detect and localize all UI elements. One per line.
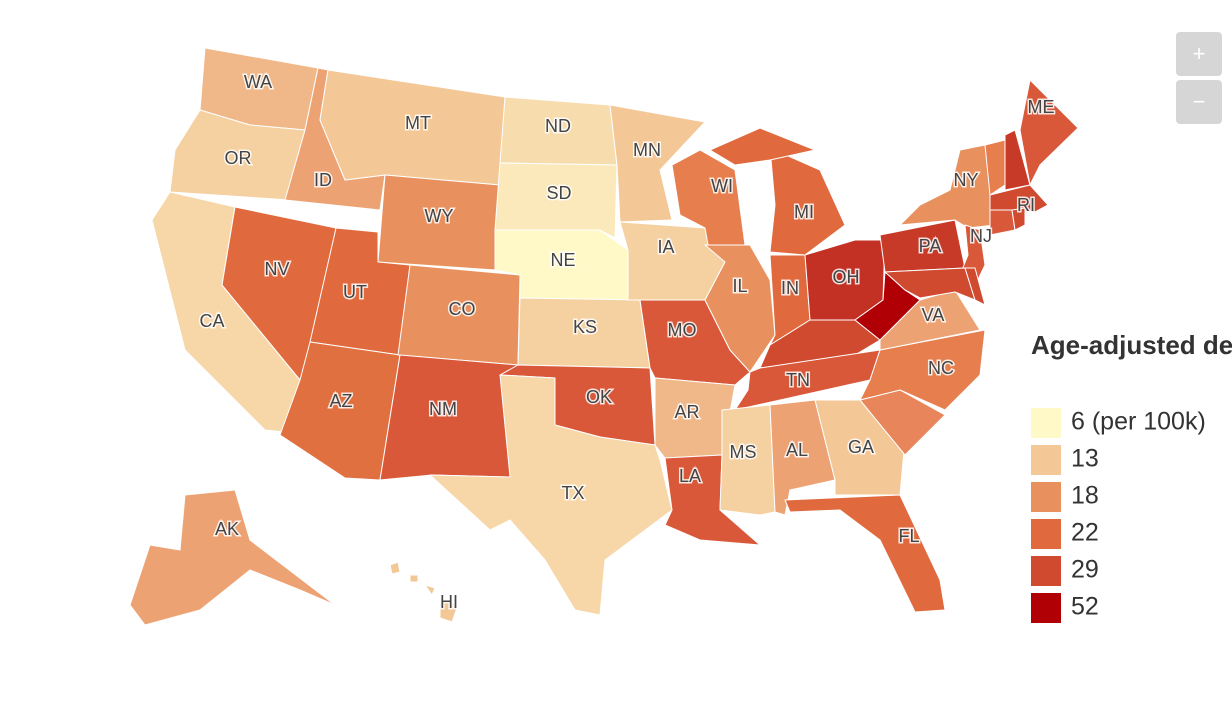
state-label: SD bbox=[546, 183, 571, 203]
state-label: MT bbox=[405, 113, 431, 133]
state-label: RI bbox=[1017, 195, 1035, 215]
state-label: MI bbox=[794, 202, 814, 222]
state-shape bbox=[784, 494, 946, 613]
state-label: IA bbox=[657, 237, 674, 257]
state-label: AK bbox=[215, 519, 239, 539]
state-label: OH bbox=[833, 267, 860, 287]
state-shape bbox=[494, 162, 618, 239]
state-label: FL bbox=[898, 526, 919, 546]
state-shape bbox=[129, 489, 336, 626]
state-label: MN bbox=[633, 140, 661, 160]
state-label: LA bbox=[679, 466, 701, 486]
states bbox=[129, 47, 1079, 626]
legend-label: 52 bbox=[1071, 593, 1099, 621]
legend: 6 (per 100k) 13 18 22 29 52 bbox=[1031, 408, 1206, 623]
state-label: NM bbox=[429, 399, 457, 419]
state-shape bbox=[609, 104, 706, 223]
state-label: NY bbox=[953, 170, 978, 190]
state-shape bbox=[424, 584, 436, 596]
state-label: NE bbox=[550, 250, 575, 270]
legend-label: 13 bbox=[1071, 445, 1099, 473]
legend-swatch bbox=[1031, 482, 1061, 512]
legend-swatch bbox=[1031, 556, 1061, 586]
state-shape bbox=[409, 574, 419, 583]
state-shape bbox=[989, 184, 1049, 213]
state-label: WI bbox=[711, 176, 733, 196]
state-label: VA bbox=[922, 305, 945, 325]
state-shape bbox=[899, 144, 996, 229]
state-label: HI bbox=[440, 592, 458, 612]
state-shape bbox=[859, 329, 986, 411]
legend-label: 29 bbox=[1071, 556, 1099, 584]
state-label: ND bbox=[545, 116, 571, 136]
state-label: WA bbox=[244, 72, 272, 92]
state-label: ME bbox=[1028, 97, 1055, 117]
state-shape bbox=[1011, 207, 1026, 231]
state-shape bbox=[429, 374, 673, 616]
state-shape bbox=[389, 561, 401, 575]
state-label: MO bbox=[668, 320, 697, 340]
state-label: CO bbox=[449, 299, 476, 319]
state-label: OR bbox=[225, 148, 252, 168]
zoom-out-button[interactable]: − bbox=[1176, 80, 1222, 124]
state-label: IN bbox=[781, 278, 799, 298]
state-shape bbox=[964, 267, 986, 306]
state-labels: WA OR CA ID NV MT WY UT AZ CO NM ND SD NE KS OK TX MN IA MO… bbox=[198, 70, 1056, 613]
legend-swatch bbox=[1031, 519, 1061, 549]
state-label: PA bbox=[919, 236, 942, 256]
state-label: IL bbox=[732, 276, 747, 296]
state-label: TX bbox=[561, 483, 584, 503]
state-label: GA bbox=[848, 437, 874, 457]
state-label: CA bbox=[199, 311, 224, 331]
state-label: NC bbox=[928, 358, 954, 378]
legend-label: 18 bbox=[1071, 482, 1099, 510]
state-shape bbox=[709, 127, 816, 166]
state-label: OK bbox=[586, 387, 612, 407]
state-label: AR bbox=[674, 402, 699, 422]
state-label: NJ bbox=[970, 226, 992, 246]
state-label: ID bbox=[314, 170, 332, 190]
state-label: NV bbox=[264, 259, 289, 279]
state-label: WY bbox=[425, 206, 454, 226]
zoom-in-button[interactable]: + bbox=[1176, 32, 1222, 76]
state-shape bbox=[1019, 79, 1079, 186]
legend-swatch bbox=[1031, 593, 1061, 623]
legend-swatch bbox=[1031, 445, 1061, 475]
legend-label: 6 (per 100k) bbox=[1071, 408, 1206, 436]
state-shape bbox=[989, 209, 1016, 236]
legend-label: 22 bbox=[1071, 519, 1099, 547]
state-label: AZ bbox=[329, 391, 352, 411]
state-shape bbox=[439, 597, 459, 623]
state-label: TN bbox=[786, 370, 810, 390]
legend-title: Age-adjusted death rate bbox=[1031, 330, 1232, 360]
legend-swatch bbox=[1031, 408, 1061, 438]
state-label: MS bbox=[730, 442, 757, 462]
state-label: AL bbox=[786, 440, 808, 460]
state-label: KS bbox=[573, 317, 597, 337]
state-label: UT bbox=[343, 282, 367, 302]
